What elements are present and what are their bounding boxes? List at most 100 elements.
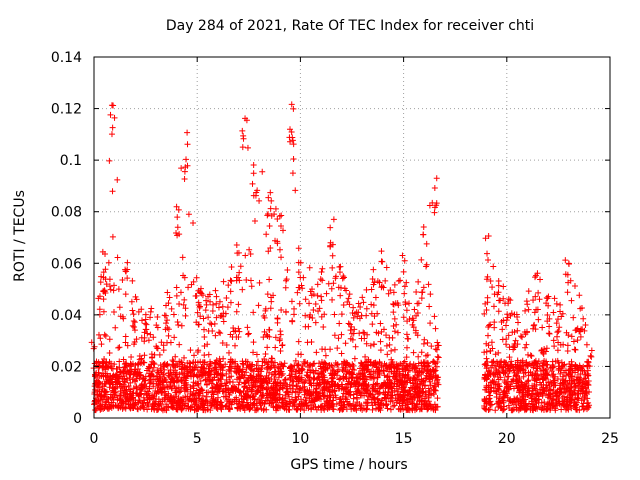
data-point [579,390,586,397]
data-point [503,341,510,348]
data-point [106,384,113,391]
data-point [543,366,550,373]
data-point [342,340,349,347]
data-point [235,301,242,308]
data-point [552,407,559,414]
data-point [298,351,305,358]
data-point [387,363,394,370]
data-point [539,386,546,393]
data-point [207,407,214,414]
data-point [102,399,109,406]
data-point [540,375,547,382]
data-point [257,389,264,396]
data-point [245,363,252,370]
data-point [154,375,161,382]
data-point [199,392,206,399]
data-point [117,369,124,376]
data-point [560,362,567,369]
data-point [233,308,240,315]
data-point [193,292,200,299]
data-point [418,295,425,302]
data-point [302,296,309,303]
data-point [176,341,183,348]
data-point [330,216,337,223]
data-point [234,364,241,371]
data-point [503,359,510,366]
data-point [383,362,390,369]
data-point [488,339,495,346]
data-point [543,358,550,365]
data-point [137,391,144,398]
data-point [546,330,553,337]
data-point [507,382,514,389]
data-point [384,405,391,412]
data-point [235,249,242,256]
data-point [203,297,210,304]
data-point [491,291,498,298]
data-point [347,327,354,334]
data-point [129,307,136,314]
data-point [374,278,381,285]
data-point [400,359,407,366]
data-point [504,373,511,380]
data-point [149,403,156,410]
data-point [183,364,190,371]
data-point [266,326,273,333]
data-point [324,380,331,387]
data-point [336,264,343,271]
y-tick-label: 0.04 [51,308,82,324]
data-point [164,317,171,324]
data-point [190,366,197,373]
data-point [390,323,397,330]
data-point [519,366,526,373]
data-point [195,389,202,396]
data-point [154,313,161,320]
data-point [97,335,104,342]
data-point [533,403,540,410]
data-point [148,377,155,384]
data-point [108,360,115,367]
data-point [564,289,571,296]
data-point [560,381,567,388]
data-point [143,321,150,328]
data-point [101,404,108,411]
data-point [496,383,503,390]
data-point [359,406,366,413]
data-point [420,388,427,395]
data-point [551,382,558,389]
data-point [306,300,313,307]
data-point [221,380,228,387]
data-point [117,369,124,376]
data-point [130,389,137,396]
data-point [570,314,577,321]
data-point [127,363,134,370]
data-point [310,306,317,313]
data-point [383,332,390,339]
data-point [418,405,425,412]
data-point [346,301,353,308]
data-point [290,378,297,385]
data-point [319,277,326,284]
data-point [267,189,274,196]
data-point [302,312,309,319]
data-point [380,326,387,333]
data-point [100,288,107,295]
data-point [495,349,502,356]
data-point [342,366,349,373]
data-point [509,406,516,413]
data-point [197,377,204,384]
data-point [572,402,579,409]
grid-lines [94,57,610,418]
data-point [177,396,184,403]
data-point [256,279,263,286]
data-point [148,406,155,413]
data-point [399,400,406,407]
data-point [504,311,511,318]
data-point [415,353,422,360]
data-point [134,390,141,397]
data-point [341,285,348,292]
data-point [290,311,297,318]
data-point [264,212,271,219]
data-point [209,307,216,314]
data-point [142,373,149,380]
